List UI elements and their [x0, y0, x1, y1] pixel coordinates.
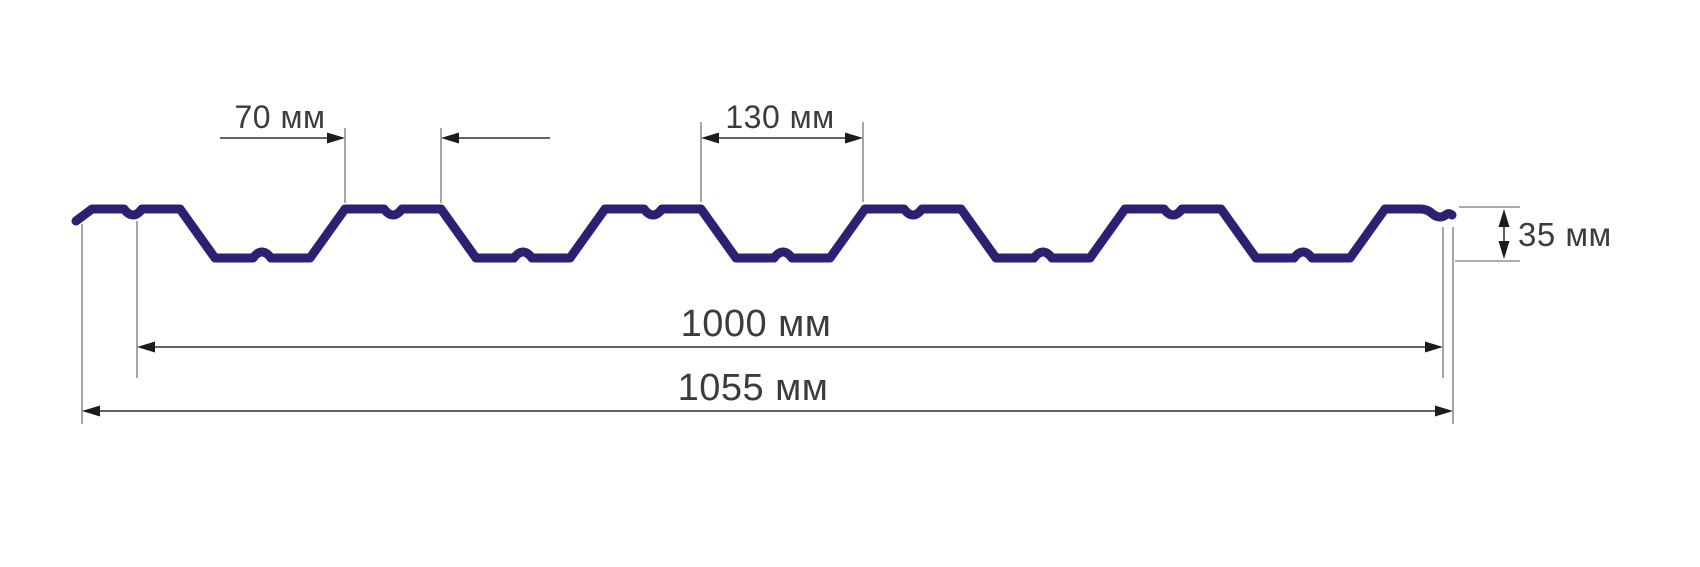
arrowhead-right-icon — [845, 132, 863, 144]
arrowhead-right-icon — [327, 132, 345, 144]
arrowhead-right-icon — [1425, 341, 1443, 353]
dim-label-overall-width: 1055 мм — [678, 367, 829, 409]
arrowhead-left-icon — [82, 405, 100, 417]
arrowhead-left-icon — [701, 132, 719, 144]
dim-label-profile-height: 35 мм — [1518, 216, 1612, 253]
dim-group-profile-height: 35 мм — [1455, 206, 1612, 262]
dim-label-rib-spacing: 130 мм — [725, 99, 834, 135]
arrowhead-right-icon — [1435, 405, 1453, 417]
arrowhead-left-icon — [137, 341, 155, 353]
dim-label-working-width: 1000 мм — [681, 303, 832, 345]
sheet-profile-outline — [71, 204, 1457, 263]
arrowhead-down-icon — [1498, 241, 1510, 259]
arrowhead-left-icon — [441, 132, 459, 144]
dim-group-crest-width: 70 мм — [220, 99, 550, 203]
dim-label-crest-width: 70 мм — [235, 99, 326, 135]
dim-group-working-width: 1000 мм — [136, 221, 1444, 378]
dim-group-overall-width: 1055 мм — [81, 224, 1454, 424]
arrowhead-up-icon — [1498, 209, 1510, 227]
dim-group-rib-spacing: 130 мм — [700, 99, 864, 202]
